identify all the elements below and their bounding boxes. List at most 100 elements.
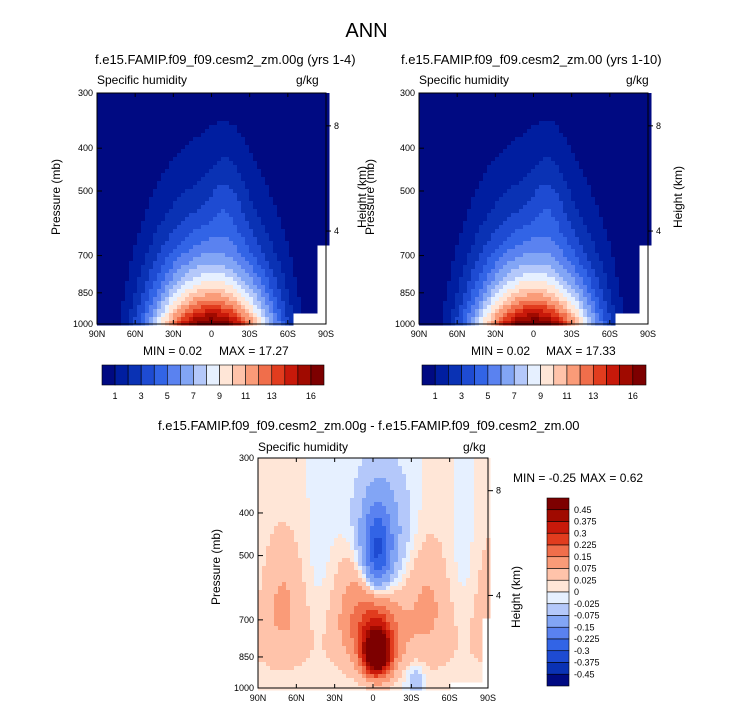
x-tick-label: 90N bbox=[411, 329, 428, 339]
panel2-units-label: g/kg bbox=[626, 73, 649, 87]
y-right-tick-label: 4 bbox=[656, 226, 661, 236]
panel2-max-label: MAX = 17.33 bbox=[546, 344, 616, 358]
colorbar-label: 5 bbox=[485, 391, 490, 401]
colorbar-label: 7 bbox=[191, 391, 196, 401]
colorbar-label: -0.45 bbox=[574, 669, 595, 679]
colorbar-box bbox=[546, 532, 570, 546]
colorbar-box bbox=[546, 603, 570, 616]
colorbar-label: 5 bbox=[165, 391, 170, 401]
y-tick-label: 300 bbox=[400, 88, 415, 98]
colorbar-box bbox=[101, 364, 116, 386]
colorbar-box bbox=[546, 673, 570, 687]
colorbar-label: -0.025 bbox=[574, 599, 600, 609]
colorbar-box bbox=[546, 568, 570, 581]
y-tick-label: 300 bbox=[78, 88, 93, 98]
panel1-plot: 90N 60N 30N 0 30S 60S 90S 300 400 500 700 850 1000 8 4 bbox=[73, 88, 339, 339]
panel3-y-axis-label: Pressure (mb) bbox=[209, 529, 223, 606]
colorbar-box bbox=[166, 364, 181, 386]
y-tick-label: 1000 bbox=[395, 319, 415, 329]
colorbar-box bbox=[632, 364, 647, 386]
colorbar-box bbox=[232, 364, 246, 386]
colorbar-box bbox=[310, 364, 325, 386]
panel3-min-label: MIN = -0.25 bbox=[513, 471, 577, 485]
colorbar-box bbox=[206, 364, 220, 386]
panel1-max-value: 17.27 bbox=[258, 344, 289, 358]
panel1-variable-label: Specific humidity bbox=[97, 73, 188, 87]
panel3-min-value: -0.25 bbox=[548, 471, 577, 485]
colorbar-box bbox=[546, 544, 570, 558]
colorbar-label: 11 bbox=[241, 391, 250, 401]
panel1-min-label: MIN = 0.02 bbox=[143, 344, 203, 358]
contour-field bbox=[97, 93, 330, 326]
panel2-y-axis-label: Pressure (mb) bbox=[363, 159, 377, 236]
panel2-title: f.e15.FAMIP.f09_f09.cesm2_zm.00 (yrs 1-1… bbox=[401, 52, 662, 67]
panel3-title: f.e15.FAMIP.f09_f09.cesm2_zm.00g - f.e15… bbox=[158, 418, 580, 433]
colorbar-label: 0 bbox=[574, 587, 579, 597]
x-tick-label: 90S bbox=[640, 329, 656, 339]
colorbar-label: -0.075 bbox=[574, 611, 600, 621]
panel3-plot: 90N 60N 30N 0 30S 60S 90S 300 400 500 700 850 1000 8 4 bbox=[234, 453, 501, 703]
x-tick-label: 0 bbox=[531, 329, 536, 339]
panel2-colorbar: 1 3 5 7 9 11 13 16 bbox=[421, 364, 647, 401]
x-tick-label: 90N bbox=[89, 329, 106, 339]
colorbar-box bbox=[434, 364, 449, 386]
colorbar-box bbox=[546, 638, 570, 652]
colorbar-label: 16 bbox=[306, 391, 316, 401]
colorbar-label: -0.225 bbox=[574, 634, 600, 644]
colorbar-box bbox=[546, 650, 570, 663]
colorbar-box bbox=[448, 364, 462, 386]
y-right-tick-label: 8 bbox=[334, 121, 339, 131]
panel3-max-label: MAX = 0.62 bbox=[580, 471, 644, 485]
y-tick-label: 1000 bbox=[73, 319, 93, 329]
y-tick-label: 300 bbox=[239, 453, 254, 463]
panel3-units-label: g/kg bbox=[463, 440, 486, 454]
colorbar-box bbox=[127, 364, 142, 386]
colorbar-label: -0.375 bbox=[574, 658, 600, 668]
panel1-y-axis-label: Pressure (mb) bbox=[49, 159, 63, 236]
colorbar-box bbox=[546, 615, 570, 628]
panel1-min-value: 0.02 bbox=[178, 344, 203, 358]
x-tick-label: 60S bbox=[602, 329, 618, 339]
x-tick-label: 60N bbox=[288, 693, 305, 703]
colorbar-label: 3 bbox=[459, 391, 464, 401]
colorbar-label: -0.3 bbox=[574, 646, 590, 656]
colorbar-label: 0.45 bbox=[574, 505, 592, 515]
colorbar-box bbox=[421, 364, 436, 386]
colorbar-label: 3 bbox=[139, 391, 144, 401]
panel1-units-label: g/kg bbox=[296, 73, 319, 87]
colorbar-label: -0.15 bbox=[574, 622, 595, 632]
y-tick-label: 700 bbox=[400, 251, 415, 261]
y-right-tick-label: 4 bbox=[334, 226, 339, 236]
colorbar-box bbox=[546, 662, 570, 675]
colorbar-box bbox=[553, 364, 568, 386]
y-tick-label: 500 bbox=[400, 186, 415, 196]
colorbar-box bbox=[546, 626, 570, 640]
y-tick-label: 400 bbox=[239, 508, 254, 518]
y-tick-label: 1000 bbox=[234, 683, 254, 693]
y-tick-label: 700 bbox=[78, 251, 93, 261]
colorbar-label: 13 bbox=[588, 391, 598, 401]
y-tick-label: 850 bbox=[400, 288, 415, 298]
colorbar-label: 16 bbox=[628, 391, 638, 401]
colorbar-label: 1 bbox=[433, 391, 438, 401]
colorbar-box bbox=[606, 364, 620, 386]
x-tick-label: 60S bbox=[280, 329, 296, 339]
colorbar-box bbox=[540, 364, 555, 386]
panel2-min-value: 0.02 bbox=[506, 344, 531, 358]
colorbar-box bbox=[297, 364, 312, 386]
x-tick-label: 30N bbox=[326, 693, 343, 703]
colorbar-box bbox=[153, 364, 168, 386]
colorbar-box bbox=[245, 364, 260, 386]
colorbar-box bbox=[487, 364, 502, 386]
y-tick-label: 400 bbox=[400, 143, 415, 153]
colorbar-box bbox=[619, 364, 634, 386]
colorbar-label: 11 bbox=[562, 391, 571, 401]
x-tick-label: 30S bbox=[242, 329, 258, 339]
x-tick-label: 90S bbox=[318, 329, 334, 339]
colorbar-box bbox=[140, 364, 155, 386]
colorbar-box bbox=[592, 364, 607, 386]
x-tick-label: 90S bbox=[480, 693, 496, 703]
panel1-max-label: MAX = 17.27 bbox=[219, 344, 289, 358]
y-right-tick-label: 8 bbox=[496, 486, 501, 496]
y-tick-label: 500 bbox=[239, 551, 254, 561]
